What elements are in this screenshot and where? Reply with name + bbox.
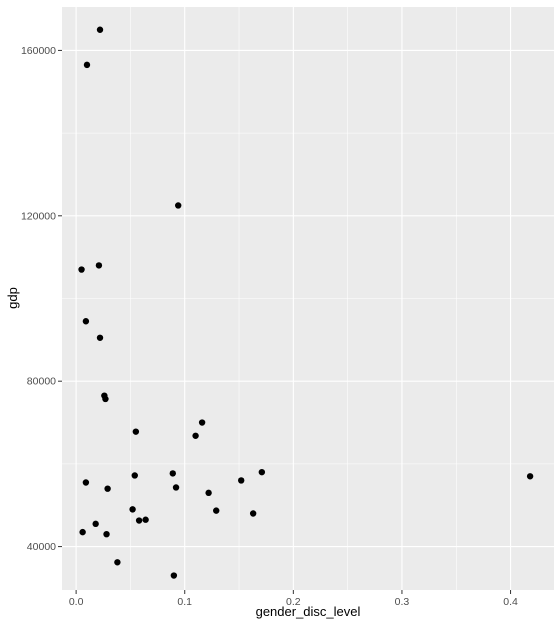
data-point (114, 559, 121, 566)
data-point (131, 472, 138, 479)
data-point (82, 318, 90, 325)
y-tick-label: 40000 (27, 541, 56, 553)
data-point (249, 510, 257, 517)
data-point (238, 477, 245, 484)
data-point (172, 484, 180, 491)
data-point (102, 395, 109, 403)
data-point (129, 506, 136, 513)
data-point (526, 473, 534, 480)
data-point (95, 262, 103, 269)
x-tick-label: 0.4 (503, 596, 518, 608)
y-axis-ticks: 40000 80000 120000 160000 (21, 45, 62, 553)
data-point (79, 528, 86, 536)
data-points (78, 26, 534, 579)
y-tick-label: 120000 (21, 210, 56, 222)
x-tick-label: 0.2 (286, 596, 301, 608)
minor-gridlines (62, 7, 554, 590)
data-point (169, 470, 176, 477)
x-tick-label: 0.1 (177, 596, 192, 608)
data-point (175, 202, 182, 209)
data-point (205, 489, 212, 497)
y-axis-title: gdp (5, 287, 20, 309)
data-point (213, 507, 220, 514)
y-tick-label: 80000 (27, 376, 56, 388)
x-tick-label: 0.3 (395, 596, 410, 608)
x-axis-title: gender_disc_level (256, 604, 361, 619)
data-point (92, 520, 99, 528)
data-point (135, 517, 143, 524)
x-axis-ticks: 0.0 0.1 0.2 0.3 0.4 (69, 590, 518, 608)
data-point (96, 334, 104, 341)
data-point (83, 61, 91, 69)
major-gridlines (62, 7, 554, 590)
data-point (170, 572, 178, 579)
data-point (258, 468, 266, 476)
y-tick-label: 160000 (21, 45, 56, 57)
data-point (142, 516, 149, 523)
x-tick-label: 0.0 (69, 596, 84, 608)
data-point (132, 428, 140, 435)
data-point (78, 266, 85, 273)
data-point (82, 479, 90, 486)
data-point (96, 26, 104, 33)
data-point (198, 419, 206, 426)
data-point (103, 530, 110, 538)
data-point (192, 432, 199, 439)
data-point (104, 485, 111, 492)
